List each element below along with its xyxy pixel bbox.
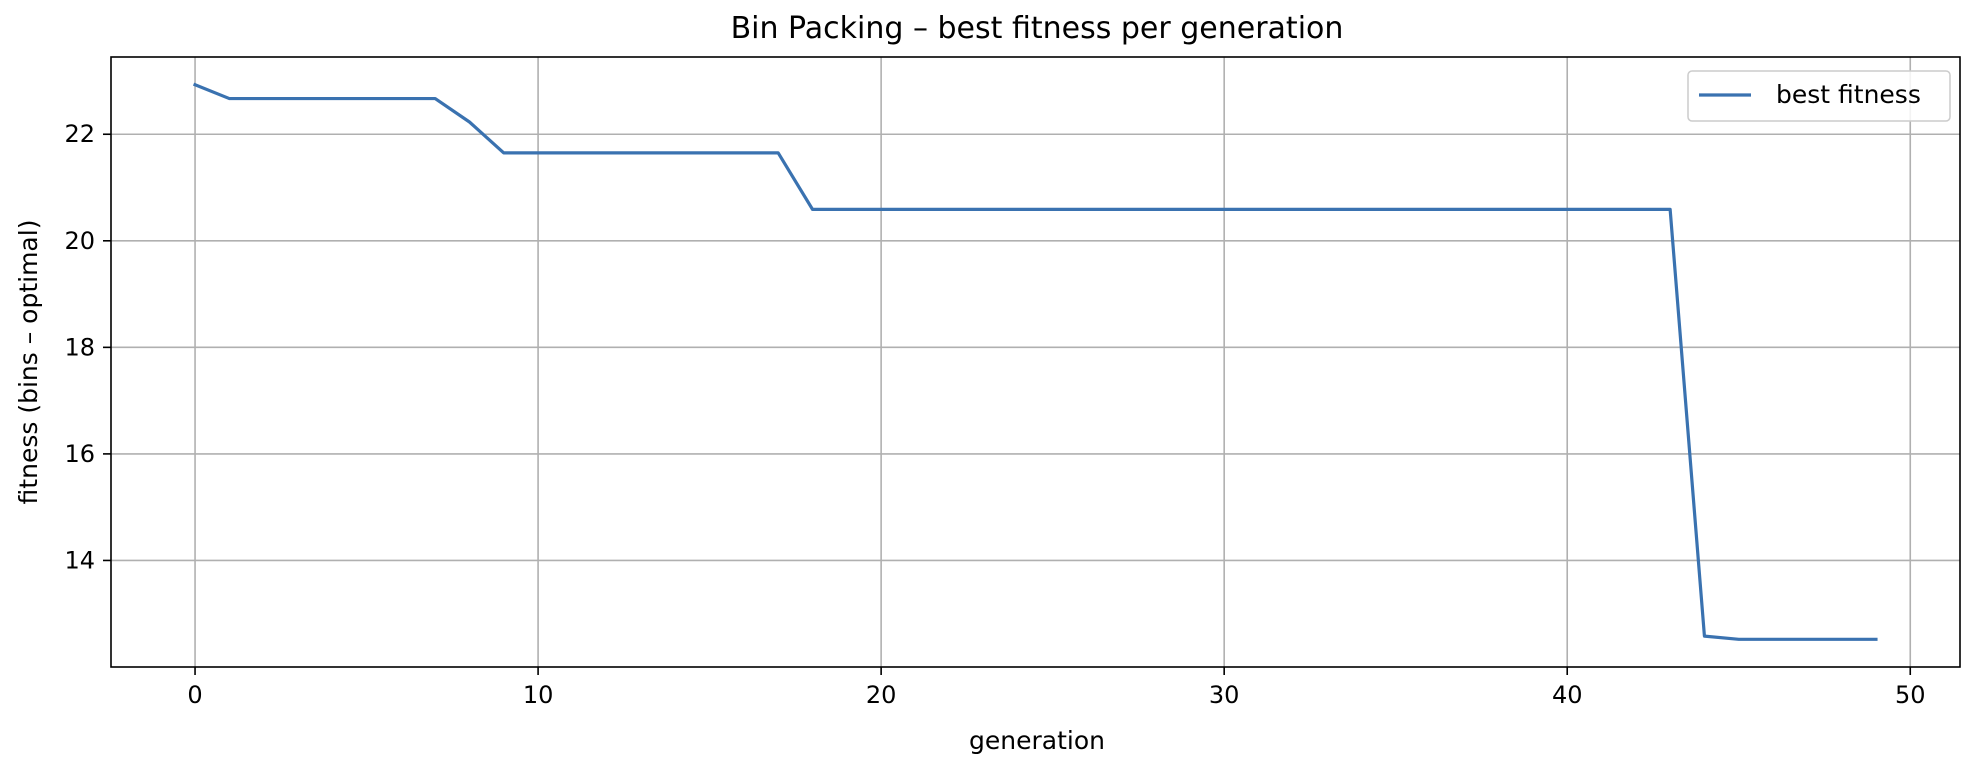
- chart-title: Bin Packing – best fitness per generatio…: [731, 11, 1344, 46]
- y-tick-label: 16: [64, 440, 95, 468]
- x-tick-label: 10: [523, 681, 554, 709]
- x-tick-label: 20: [866, 681, 897, 709]
- y-tick-label: 14: [64, 546, 95, 574]
- grid-lines: [111, 57, 1960, 667]
- legend: best fitness: [1687, 70, 1951, 122]
- x-axis-ticks: 0 10 20 30 40 50: [187, 667, 1926, 709]
- x-tick-label: 50: [1895, 681, 1926, 709]
- y-axis-label: fitness (bins – optimal): [14, 220, 43, 505]
- y-axis-ticks: 14 16 18 20 22: [64, 120, 111, 574]
- y-tick-label: 20: [64, 227, 95, 255]
- plot-frame: [110, 56, 1961, 668]
- legend-box: [1687, 70, 1951, 122]
- x-tick-label: 0: [187, 681, 202, 709]
- legend-label: best fitness: [1776, 80, 1921, 109]
- series-line-best-fitness: [192, 82, 1878, 641]
- x-tick-label: 30: [1209, 681, 1240, 709]
- y-tick-label: 18: [64, 333, 95, 361]
- series-lines: [192, 82, 1878, 641]
- x-tick-label: 40: [1552, 681, 1583, 709]
- x-axis-label: generation: [969, 726, 1105, 755]
- y-tick-label: 22: [64, 120, 95, 148]
